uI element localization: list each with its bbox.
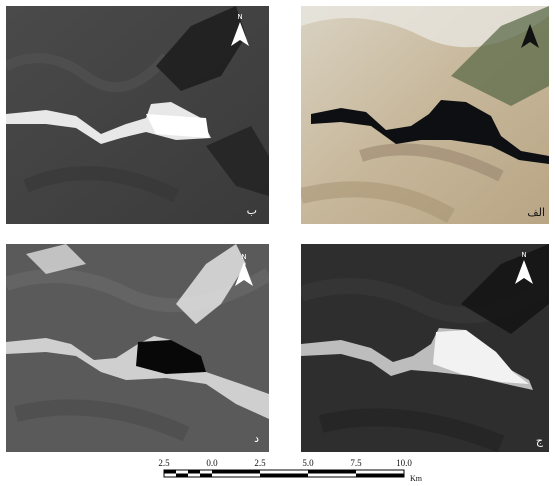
north-arrow-icon xyxy=(235,262,253,286)
north-label: N xyxy=(241,253,247,261)
satellite-image-dal xyxy=(6,244,269,452)
scale-tick-label: 7.5 xyxy=(350,458,362,468)
north-label: N xyxy=(521,251,527,259)
north-label: N xyxy=(237,13,243,21)
scale-tick-label: 2.5 xyxy=(158,458,170,468)
scale-bar: 2.5 0.0 2.5 5.0 7.5 10.0 Km xyxy=(156,458,426,486)
scale-tick-label: 0.0 xyxy=(206,458,218,468)
map-panel-alef: الف xyxy=(301,6,549,224)
north-arrow: N xyxy=(513,252,535,286)
north-arrow: N xyxy=(233,254,255,288)
north-arrow-icon xyxy=(515,260,533,284)
north-arrow-icon xyxy=(231,22,249,46)
panel-label: الف xyxy=(527,206,545,219)
scale-tick-label: 2.5 xyxy=(254,458,266,468)
satellite-image-b xyxy=(6,6,269,224)
scale-tick-label: 10.0 xyxy=(396,458,412,468)
scale-tick-label: 5.0 xyxy=(302,458,314,468)
north-arrow: N xyxy=(229,14,251,48)
scale-bar-graphic xyxy=(163,469,405,478)
panel-label: ج xyxy=(535,434,543,447)
map-panel-jim: N ج xyxy=(301,244,549,452)
map-panel-dal: N د xyxy=(6,244,269,452)
north-arrow xyxy=(519,16,541,50)
satellite-image-alef xyxy=(301,6,549,224)
scale-unit-label: Km xyxy=(410,474,422,483)
north-arrow-icon xyxy=(521,24,539,48)
panel-label: د xyxy=(254,432,259,445)
panel-label: ب xyxy=(246,204,257,217)
map-panel-b: N ب xyxy=(6,6,269,224)
satellite-image-jim xyxy=(301,244,549,452)
